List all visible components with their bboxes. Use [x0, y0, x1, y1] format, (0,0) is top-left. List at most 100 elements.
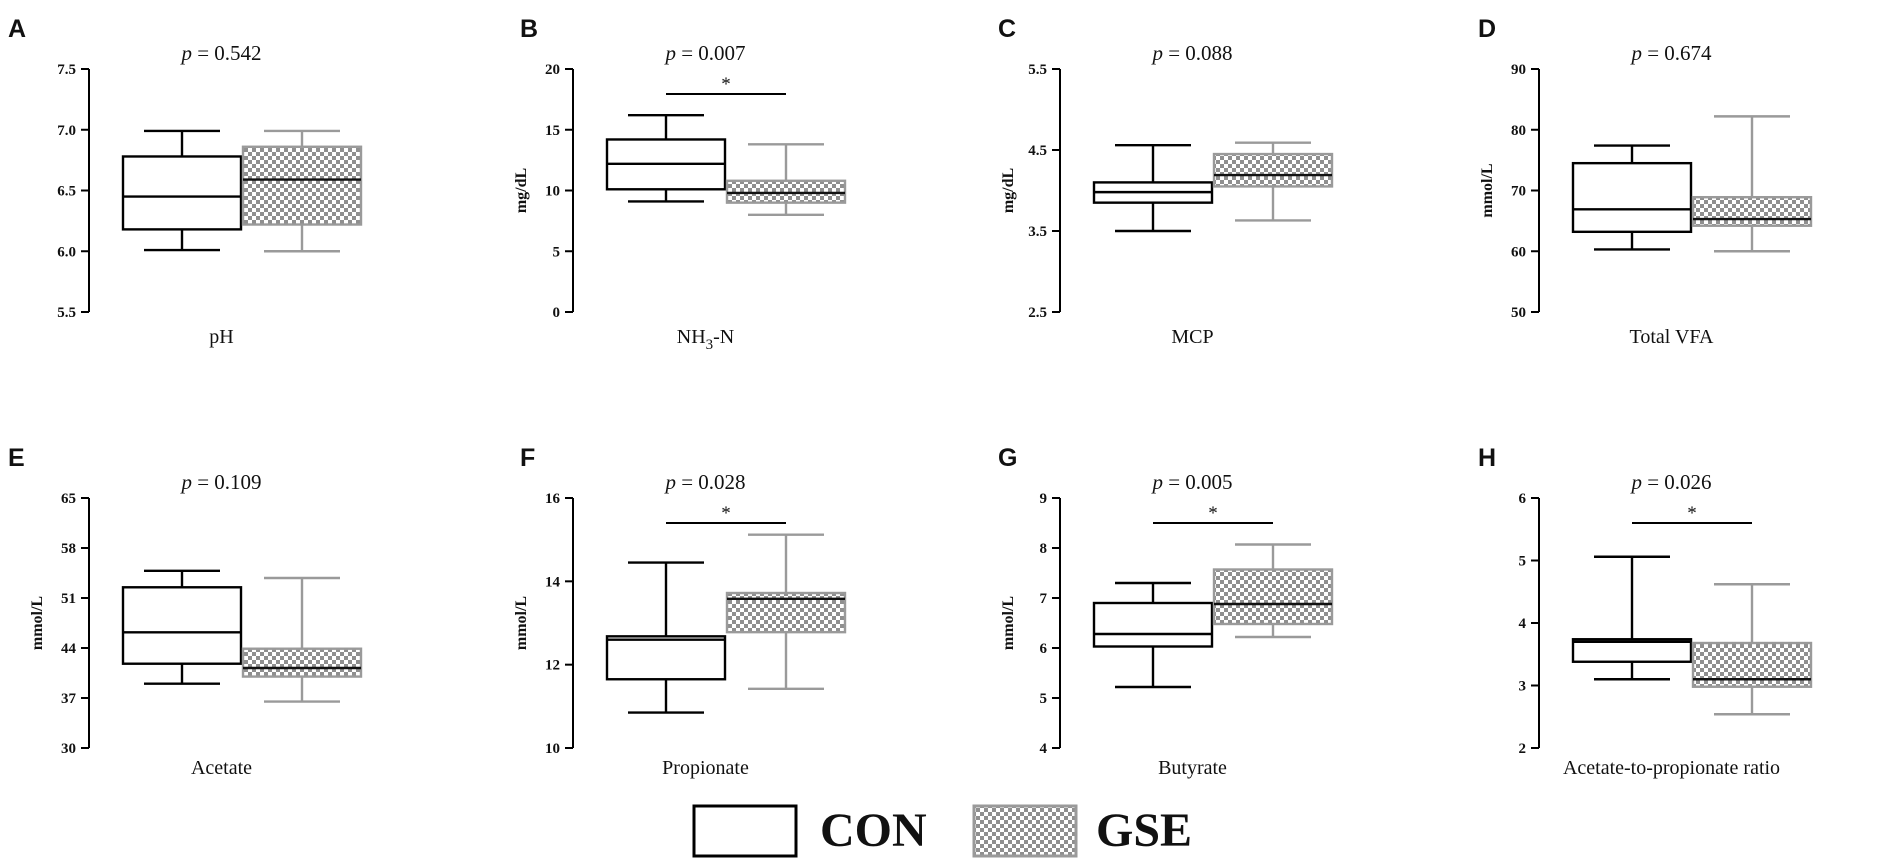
- y-axis-label: mmol/L: [1479, 163, 1496, 217]
- x-axis-label: Total VFA: [1630, 326, 1715, 348]
- y-tick-label: 6: [1040, 641, 1048, 657]
- y-tick-label: 7.5: [57, 62, 76, 78]
- x-axis-label: NH3-N: [677, 326, 735, 353]
- x-axis-label: Acetate-to-propionate ratio: [1563, 757, 1780, 779]
- panel-f: F 10 12 14 16 mmol/L Propionate p = 0.028 *: [513, 444, 847, 779]
- p-value-label: p = 0.674: [1629, 41, 1712, 65]
- p-value-label: p = 0.542: [179, 41, 261, 65]
- box-con: [605, 561, 727, 714]
- panel-b: B 0 5 10 15 20 mg/dL NH3-N p = 0.007 *: [513, 15, 847, 353]
- y-tick-label: 4.5: [1028, 143, 1047, 159]
- y-tick-label: 60: [1511, 244, 1526, 260]
- box-gse: [1212, 141, 1334, 222]
- box-iqr: [121, 586, 243, 665]
- y-tick-label: 6.0: [57, 244, 76, 260]
- box-gse: [1212, 543, 1334, 639]
- box-con: [1571, 144, 1693, 251]
- panel-letter: C: [998, 15, 1016, 43]
- box-gse: [725, 533, 847, 691]
- y-tick-label: 15: [545, 123, 560, 139]
- y-axis-label: mg/dL: [1000, 168, 1017, 213]
- y-tick-label: 10: [545, 184, 560, 200]
- y-tick-label: 80: [1511, 123, 1526, 139]
- box-gse: [241, 576, 363, 703]
- y-tick-label: 16: [545, 491, 561, 507]
- box-iqr: [605, 635, 727, 681]
- y-tick-label: 50: [1511, 305, 1526, 321]
- box-gse: [725, 143, 847, 217]
- panel-d: D 50 60 70 80 90 mmol/L Total VFA p = 0.674: [1478, 15, 1813, 348]
- x-axis-label: Butyrate: [1158, 757, 1227, 779]
- panel-a: A 5.5 6.0 6.5 7.0 7.5 pH p = 0.542: [8, 15, 363, 348]
- panel-letter: D: [1478, 15, 1496, 43]
- y-tick-label: 5: [1519, 554, 1527, 570]
- box-con: [121, 129, 243, 252]
- y-tick-label: 7.0: [57, 123, 76, 139]
- box-iqr: [241, 647, 363, 678]
- y-tick-label: 20: [545, 62, 560, 78]
- y-tick-label: 0: [553, 305, 561, 321]
- box-iqr: [1092, 601, 1214, 648]
- box-iqr: [1691, 195, 1813, 227]
- box-iqr: [1212, 152, 1334, 188]
- y-tick-label: 58: [61, 541, 76, 557]
- y-tick-label: 30: [61, 741, 76, 757]
- panel-letter: A: [8, 15, 26, 43]
- y-axis-label: mmol/L: [513, 596, 530, 650]
- significance-star: *: [721, 503, 731, 524]
- panels-group: A 5.5 6.0 6.5 7.0 7.5 pH p = 0.542 B 0 5 10 15 20 mg/d…: [8, 15, 1813, 779]
- y-axis-label: mmol/L: [1000, 596, 1017, 650]
- y-tick-label: 9: [1040, 491, 1048, 507]
- legend-label-gse: GSE: [1096, 804, 1192, 857]
- box-gse: [1691, 583, 1813, 716]
- significance-star: *: [1687, 503, 1697, 524]
- y-tick-label: 12: [545, 658, 560, 674]
- y-tick-label: 5.5: [57, 305, 76, 321]
- box-con: [121, 569, 243, 685]
- y-tick-label: 3.5: [1028, 224, 1047, 240]
- box-gse: [1691, 115, 1813, 253]
- y-tick-label: 5.5: [1028, 62, 1047, 78]
- y-tick-label: 14: [545, 574, 561, 590]
- box-con: [1571, 555, 1693, 681]
- panel-e: E 30 37 44 51 58 65 mmol/L Acetate p = 0.109: [8, 444, 363, 779]
- y-axis-label: mg/dL: [513, 168, 530, 213]
- panel-letter: G: [998, 444, 1017, 472]
- box-con: [1092, 143, 1214, 233]
- y-tick-label: 10: [545, 741, 560, 757]
- y-tick-label: 4: [1040, 741, 1048, 757]
- y-axis-label: mmol/L: [29, 596, 46, 650]
- y-tick-label: 5: [553, 244, 561, 260]
- x-axis-label: Propionate: [662, 757, 749, 779]
- p-value-label: p = 0.028: [663, 470, 745, 494]
- y-tick-label: 37: [61, 691, 77, 707]
- legend: CON GSE: [692, 804, 1192, 858]
- panel-letter: H: [1478, 444, 1496, 472]
- x-axis-label: Acetate: [191, 757, 252, 779]
- box-iqr: [1571, 161, 1693, 234]
- box-gse: [241, 129, 363, 253]
- y-tick-label: 6: [1519, 491, 1527, 507]
- panel-g: G 4 5 6 7 8 9 mmol/L Butyrate p = 0.005 *: [998, 444, 1334, 779]
- p-value-label: p = 0.026: [1629, 470, 1711, 494]
- box-iqr: [1212, 568, 1334, 626]
- y-tick-label: 4: [1519, 616, 1527, 632]
- box-iqr: [1571, 638, 1693, 663]
- y-tick-label: 7: [1040, 591, 1048, 607]
- y-tick-label: 2: [1519, 741, 1527, 757]
- y-tick-label: 51: [61, 591, 76, 607]
- box-con: [605, 113, 727, 203]
- legend-label-con: CON: [820, 804, 927, 857]
- y-tick-label: 3: [1519, 679, 1527, 695]
- significance-star: *: [1208, 503, 1218, 524]
- box-iqr: [121, 155, 243, 231]
- y-tick-label: 6.5: [57, 184, 76, 200]
- p-value-label: p = 0.109: [179, 470, 261, 494]
- legend-swatch-con: [692, 804, 798, 858]
- y-tick-label: 5: [1040, 691, 1048, 707]
- y-tick-label: 2.5: [1028, 305, 1047, 321]
- panel-letter: B: [520, 15, 538, 43]
- y-tick-label: 44: [61, 641, 77, 657]
- panel-h: H 2 3 4 5 6 Acetate-to-propionate ratio p = 0.0…: [1478, 444, 1813, 779]
